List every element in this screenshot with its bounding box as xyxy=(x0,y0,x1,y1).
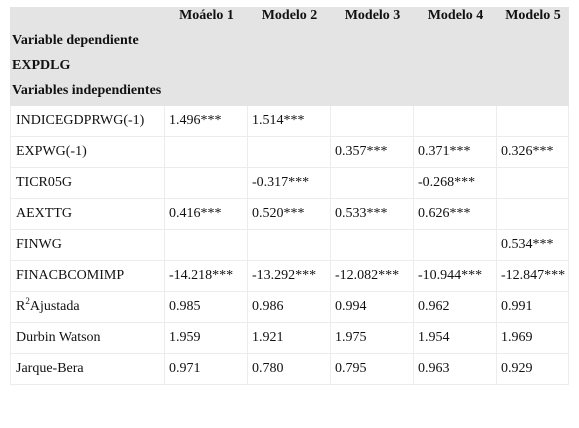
coefficient-cell-model-5 xyxy=(497,106,569,137)
coefficient-cell-model-5: 0.326*** xyxy=(497,137,569,168)
dependent-variable-label: Variable dependiente xyxy=(10,25,569,50)
label-rest: Ajustada xyxy=(29,299,80,314)
coefficient-cell-model-1: 1.496*** xyxy=(165,106,248,137)
table-row: AEXTTG 0.416*** 0.520*** 0.533*** 0.626*** xyxy=(10,199,569,230)
model-5-header: Modelo 5 xyxy=(497,7,569,25)
table-row: R2Ajustada 0.985 0.986 0.994 0.962 0.991 xyxy=(10,292,569,323)
variable-label: EXPWG(-1) xyxy=(10,137,165,168)
coefficient-cell-model-1 xyxy=(165,168,248,199)
variable-label: AEXTTG xyxy=(10,199,165,230)
coefficient-cell-model-1: 1.959 xyxy=(165,323,248,354)
variable-label: INDICEGDPRWG(-1) xyxy=(10,106,165,137)
coefficient-cell-model-2: 0.986 xyxy=(248,292,331,323)
model-2-header: Modelo 2 xyxy=(248,7,331,25)
coefficient-cell-model-4: 0.371*** xyxy=(414,137,497,168)
coefficient-cell-model-5: 1.969 xyxy=(497,323,569,354)
coefficient-cell-model-4: 0.962 xyxy=(414,292,497,323)
table-row: Durbin Watson 1.959 1.921 1.975 1.954 1.969 xyxy=(10,323,569,354)
dependent-label-row: Variable dependiente xyxy=(10,25,569,50)
coefficient-cell-model-1: 0.971 xyxy=(165,354,248,385)
coefficient-cell-model-2: 1.514*** xyxy=(248,106,331,137)
model-4-header: Modelo 4 xyxy=(414,7,497,25)
coefficient-cell-model-4: 0.626*** xyxy=(414,199,497,230)
dependent-variable-name: EXPDLG xyxy=(10,50,569,75)
coefficient-cell-model-2: 0.780 xyxy=(248,354,331,385)
dependent-var-row: EXPDLG xyxy=(10,50,569,75)
coefficient-cell-model-2: -13.292*** xyxy=(248,261,331,292)
coefficient-cell-model-4: 0.963 xyxy=(414,354,497,385)
coefficient-cell-model-5: 0.534*** xyxy=(497,230,569,261)
coefficient-cell-model-5: -12.847*** xyxy=(497,261,569,292)
table-row: INDICEGDPRWG(-1) 1.496*** 1.514*** xyxy=(10,106,569,137)
coefficient-cell-model-3: -12.082*** xyxy=(331,261,414,292)
coefficient-cell-model-5 xyxy=(497,168,569,199)
model-3-header: Modelo 3 xyxy=(331,7,414,25)
coefficient-cell-model-4 xyxy=(414,230,497,261)
coefficient-cell-model-2: 1.921 xyxy=(248,323,331,354)
coefficient-cell-model-3: 0.795 xyxy=(331,354,414,385)
label-main: R xyxy=(16,299,26,314)
coefficient-cell-model-3: 1.975 xyxy=(331,323,414,354)
variable-label: R2Ajustada xyxy=(10,292,165,323)
model-1-header: Moáelo 1 xyxy=(165,7,248,25)
header-blank-cell xyxy=(10,7,165,25)
coefficient-cell-model-1: 0.985 xyxy=(165,292,248,323)
variable-label: FINWG xyxy=(10,230,165,261)
regression-table: Moáelo 1 Modelo 2 Modelo 3 Modelo 4 Mode… xyxy=(10,7,569,385)
coefficient-cell-model-1 xyxy=(165,137,248,168)
coefficient-cell-model-5: 0.929 xyxy=(497,354,569,385)
table-row: EXPWG(-1) 0.357*** 0.371*** 0.326*** xyxy=(10,137,569,168)
variable-label: TICR05G xyxy=(10,168,165,199)
independent-label-row: Variables independientes xyxy=(10,75,569,106)
table-row: Jarque-Bera 0.971 0.780 0.795 0.963 0.929 xyxy=(10,354,569,385)
coefficient-cell-model-1 xyxy=(165,230,248,261)
table-row: FINACBCOMIMP -14.218*** -13.292*** -12.082*… xyxy=(10,261,569,292)
coefficient-cell-model-5: 0.991 xyxy=(497,292,569,323)
coefficient-cell-model-3: 0.357*** xyxy=(331,137,414,168)
coefficient-cell-model-3 xyxy=(331,168,414,199)
coefficient-cell-model-2 xyxy=(248,230,331,261)
coefficient-cell-model-4: 1.954 xyxy=(414,323,497,354)
coefficient-cell-model-2: -0.317*** xyxy=(248,168,331,199)
coefficient-cell-model-1: -14.218*** xyxy=(165,261,248,292)
coefficient-cell-model-3 xyxy=(331,230,414,261)
coefficient-cell-model-3 xyxy=(331,106,414,137)
label-superscript: 2 xyxy=(25,296,30,306)
coefficient-cell-model-2: 0.520*** xyxy=(248,199,331,230)
coefficient-cell-model-3: 0.533*** xyxy=(331,199,414,230)
model-header-row: Moáelo 1 Modelo 2 Modelo 3 Modelo 4 Mode… xyxy=(10,7,569,25)
coefficient-cell-model-4: -0.268*** xyxy=(414,168,497,199)
table-row: FINWG 0.534*** xyxy=(10,230,569,261)
independent-variables-label: Variables independientes xyxy=(10,75,569,106)
coefficient-cell-model-4 xyxy=(414,106,497,137)
coefficient-cell-model-2 xyxy=(248,137,331,168)
coefficient-cell-model-1: 0.416*** xyxy=(165,199,248,230)
coefficient-cell-model-3: 0.994 xyxy=(331,292,414,323)
variable-label: FINACBCOMIMP xyxy=(10,261,165,292)
variable-label: Durbin Watson xyxy=(10,323,165,354)
coefficient-cell-model-4: -10.944*** xyxy=(414,261,497,292)
coefficient-cell-model-5 xyxy=(497,199,569,230)
table-row: TICR05G -0.317*** -0.268*** xyxy=(10,168,569,199)
variable-label: Jarque-Bera xyxy=(10,354,165,385)
